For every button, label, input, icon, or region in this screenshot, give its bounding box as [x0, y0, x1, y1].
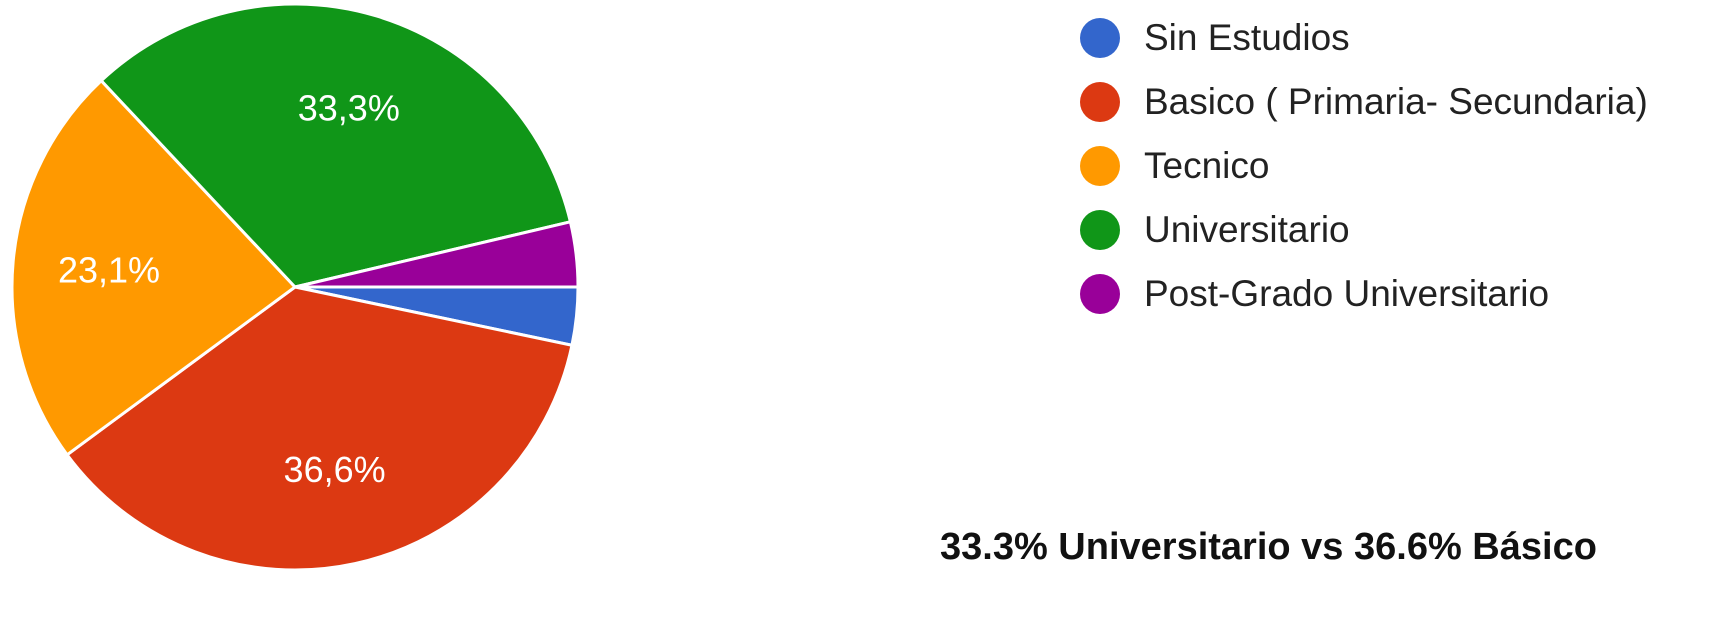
- legend-label-post-grado: Post-Grado Universitario: [1144, 273, 1550, 314]
- legend-swatch-tecnico: [1080, 146, 1120, 186]
- legend-label-tecnico: Tecnico: [1144, 145, 1270, 186]
- slice-label-universitario: 33,3%: [298, 88, 400, 129]
- chart-legend: Sin Estudios Basico ( Primaria- Secundar…: [1080, 6, 1700, 326]
- comparison-caption: 33.3% Universitario vs 36.6% Básico: [940, 526, 1597, 568]
- legend-label-basico: Basico ( Primaria- Secundaria): [1144, 81, 1648, 122]
- slice-label-basico-primaria-secundaria: 36,6%: [284, 449, 386, 490]
- legend-item-basico[interactable]: Basico ( Primaria- Secundaria): [1080, 70, 1700, 134]
- legend-label-universitario: Universitario: [1144, 209, 1350, 250]
- legend-swatch-sin-estudios: [1080, 18, 1120, 58]
- pie-slice-tecnico[interactable]: [10, 78, 298, 457]
- pie-chart: 36,6% 23,1% 33,3%: [10, 2, 580, 572]
- pie-slice-post-grado-universitario[interactable]: [294, 219, 580, 289]
- pie-slice-universitario[interactable]: [99, 2, 573, 289]
- legend-label-sin-estudios: Sin Estudios: [1144, 17, 1350, 58]
- slice-label-tecnico: 23,1%: [58, 250, 160, 291]
- pie-slices: [10, 2, 580, 572]
- legend-item-tecnico[interactable]: Tecnico: [1080, 134, 1700, 198]
- pie-slice-labels: 36,6% 23,1% 33,3%: [58, 88, 400, 490]
- legend-item-universitario[interactable]: Universitario: [1080, 198, 1700, 262]
- legend-swatch-basico: [1080, 82, 1120, 122]
- legend-swatch-post-grado: [1080, 274, 1120, 314]
- legend-swatch-universitario: [1080, 210, 1120, 250]
- legend-item-sin-estudios[interactable]: Sin Estudios: [1080, 6, 1700, 70]
- pie-slice-basico-primaria-secundaria[interactable]: [64, 285, 574, 572]
- legend-item-post-grado[interactable]: Post-Grado Universitario: [1080, 262, 1700, 326]
